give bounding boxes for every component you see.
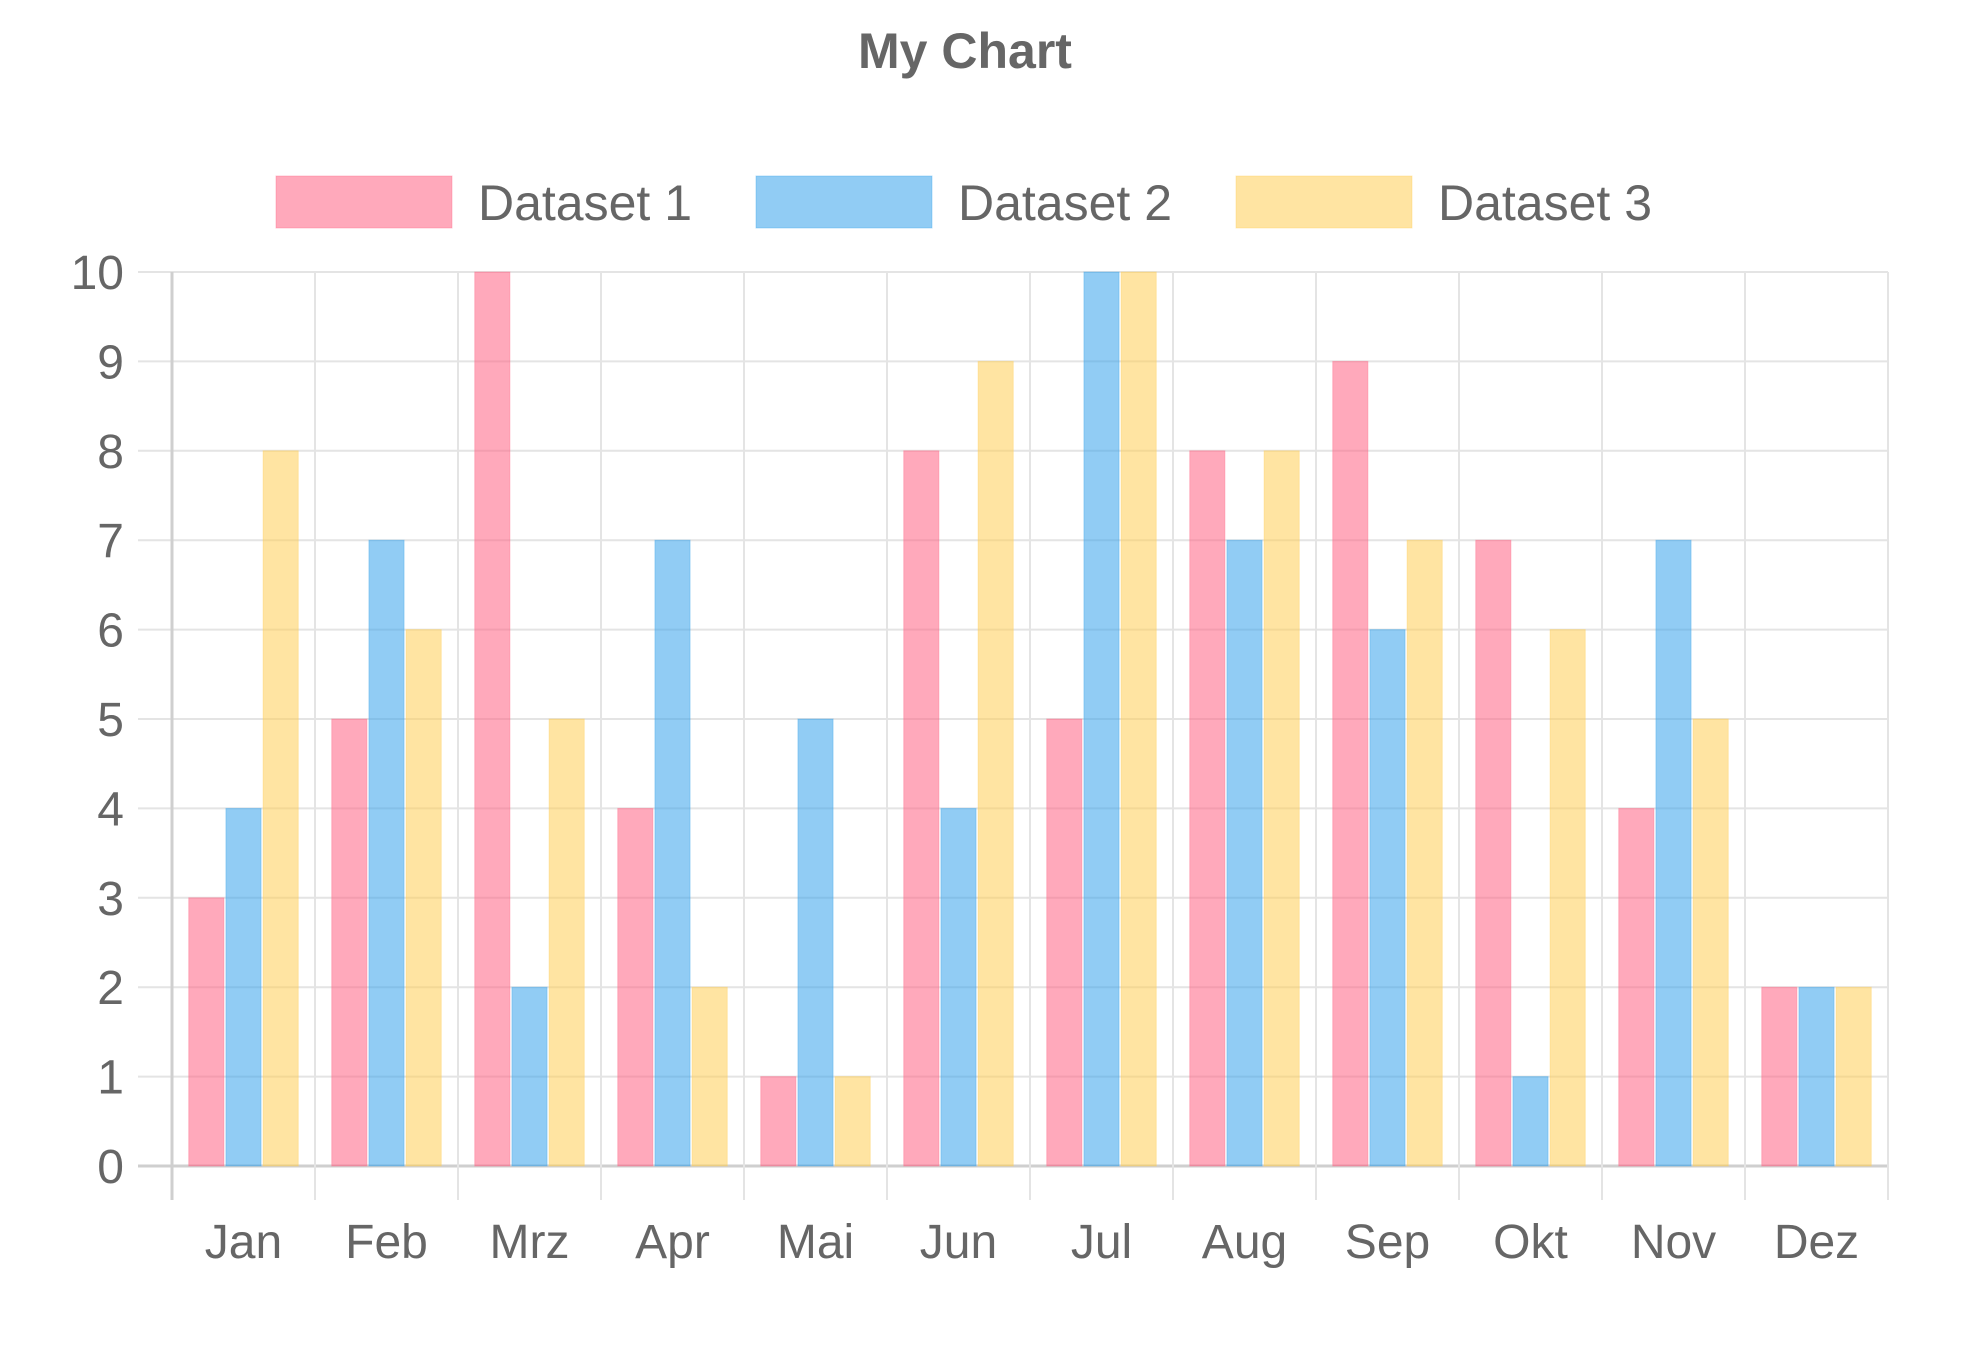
- x-tick-label: Dez: [1774, 1216, 1859, 1269]
- bar-dataset-1-feb[interactable]: [331, 718, 368, 1167]
- y-tick-label: 8: [97, 426, 124, 479]
- bar-dataset-3-apr[interactable]: [691, 986, 728, 1167]
- bar-dataset-2-feb[interactable]: [368, 539, 405, 1167]
- legend[interactable]: Dataset 1 Dataset 2 Dataset 3: [275, 175, 1652, 231]
- bar-dataset-3-nov[interactable]: [1692, 718, 1729, 1167]
- legend-swatch: [275, 175, 453, 229]
- legend-item-dataset-1[interactable]: Dataset 1: [275, 175, 692, 231]
- x-tick-label: Sep: [1345, 1216, 1430, 1269]
- bar-dataset-1-sep[interactable]: [1332, 360, 1369, 1167]
- bar-dataset-1-okt[interactable]: [1475, 539, 1512, 1167]
- y-tick-label: 10: [71, 247, 124, 300]
- bar-dataset-2-sep[interactable]: [1369, 629, 1406, 1167]
- bar-dataset-3-jan[interactable]: [262, 450, 299, 1167]
- bar-dataset-1-nov[interactable]: [1618, 807, 1655, 1167]
- legend-label: Dataset 1: [478, 175, 692, 231]
- legend-swatch: [1235, 175, 1413, 229]
- bar-dataset-1-mrz[interactable]: [474, 271, 511, 1167]
- bar-dataset-3-mai[interactable]: [834, 1076, 871, 1167]
- x-tick-label: Jan: [205, 1216, 282, 1269]
- bar-dataset-2-dez[interactable]: [1798, 986, 1835, 1167]
- legend-swatch: [755, 175, 933, 229]
- bar-dataset-2-mrz[interactable]: [511, 986, 548, 1167]
- y-tick-label: 5: [97, 694, 124, 747]
- bar-dataset-2-apr[interactable]: [654, 539, 691, 1167]
- x-tick-label: Mai: [777, 1216, 854, 1269]
- bar-dataset-3-feb[interactable]: [405, 629, 442, 1167]
- x-tick-label: Aug: [1202, 1216, 1287, 1269]
- x-tick-label: Mrz: [490, 1216, 570, 1269]
- bar-dataset-2-okt[interactable]: [1512, 1076, 1549, 1167]
- bar-dataset-1-apr[interactable]: [617, 807, 654, 1167]
- y-tick-label: 2: [97, 962, 124, 1015]
- x-tick-label: Nov: [1631, 1216, 1716, 1269]
- y-tick-label: 9: [97, 336, 124, 389]
- y-tick-label: 6: [97, 605, 124, 658]
- bar-dataset-2-jan[interactable]: [225, 807, 262, 1167]
- bar-dataset-1-jul[interactable]: [1046, 718, 1083, 1167]
- bar-dataset-1-mai[interactable]: [760, 1076, 797, 1167]
- x-tick-label: Okt: [1493, 1216, 1568, 1269]
- x-tick-label: Jul: [1071, 1216, 1132, 1269]
- bar-dataset-1-dez[interactable]: [1761, 986, 1798, 1167]
- x-tick-label: Feb: [345, 1216, 428, 1269]
- bar-dataset-3-sep[interactable]: [1406, 539, 1443, 1167]
- y-tick-label: 1: [97, 1052, 124, 1105]
- bar-dataset-2-nov[interactable]: [1655, 539, 1692, 1167]
- bar-dataset-3-jul[interactable]: [1120, 271, 1157, 1167]
- bar-dataset-1-jun[interactable]: [903, 450, 940, 1167]
- bar-dataset-3-mrz[interactable]: [548, 718, 585, 1167]
- legend-label: Dataset 3: [1438, 175, 1652, 231]
- bar-dataset-3-aug[interactable]: [1263, 450, 1300, 1167]
- y-tick-label: 7: [97, 515, 124, 568]
- bar-dataset-1-jan[interactable]: [188, 897, 225, 1167]
- bar-dataset-3-dez[interactable]: [1835, 986, 1872, 1167]
- bar-dataset-3-okt[interactable]: [1549, 629, 1586, 1167]
- bar-dataset-2-jul[interactable]: [1083, 271, 1120, 1167]
- y-tick-label: 3: [97, 873, 124, 926]
- x-tick-label: Jun: [920, 1216, 997, 1269]
- bars: [188, 271, 1872, 1167]
- legend-label: Dataset 2: [958, 175, 1172, 231]
- bar-dataset-2-jun[interactable]: [940, 807, 977, 1167]
- y-tick-label: 4: [97, 783, 124, 836]
- legend-item-dataset-3[interactable]: Dataset 3: [1235, 175, 1652, 231]
- legend-item-dataset-2[interactable]: Dataset 2: [755, 175, 1172, 231]
- bar-dataset-1-aug[interactable]: [1189, 450, 1226, 1167]
- x-tick-label: Apr: [635, 1216, 710, 1269]
- chart-title: My Chart: [858, 23, 1072, 79]
- y-tick-label: 0: [97, 1141, 124, 1194]
- bar-dataset-3-jun[interactable]: [977, 360, 1014, 1167]
- bar-dataset-2-aug[interactable]: [1226, 539, 1263, 1167]
- bar-dataset-2-mai[interactable]: [797, 718, 834, 1167]
- axes: 0 1 2 3 4 5 6 7 8 9 10 Jan Feb Mrz Apr Mai Jun Jul Aug Sep O…: [71, 247, 1860, 1269]
